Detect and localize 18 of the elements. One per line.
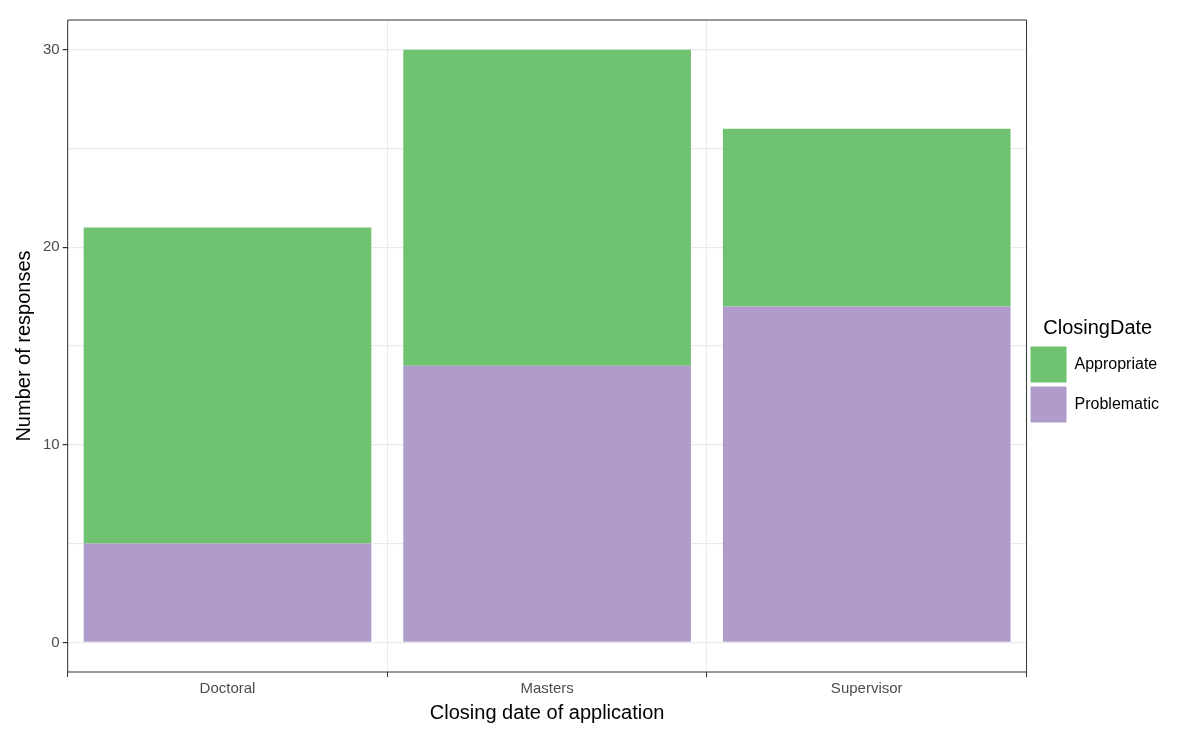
y-axis-title: Number of responses	[11, 250, 34, 442]
bar	[722, 128, 1011, 307]
bar	[83, 227, 372, 544]
legend-label: Problematic	[1074, 394, 1160, 412]
bar	[722, 306, 1011, 642]
y-tick-label: 10	[43, 434, 60, 452]
y-tick-label: 20	[43, 237, 60, 255]
x-tick-label: Supervisor	[830, 679, 903, 697]
y-tick-label: 0	[51, 632, 60, 650]
legend-label: Appropriate	[1074, 354, 1158, 372]
x-tick-label: Doctoral	[199, 679, 256, 697]
x-tick-label: Masters	[520, 679, 574, 697]
bar	[403, 49, 691, 366]
bar	[83, 543, 372, 642]
bar	[403, 365, 691, 642]
legend-title: ClosingDate	[1043, 316, 1153, 339]
x-axis-title: Closing date of application	[429, 700, 665, 723]
y-tick-label: 30	[43, 39, 60, 57]
